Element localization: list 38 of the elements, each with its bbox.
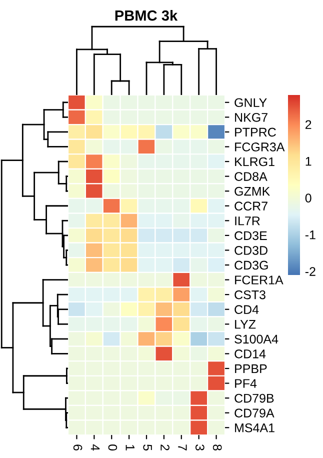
chart-title: PBMC 3k: [115, 10, 178, 21]
x-tick-label: 6: [73, 444, 82, 450]
color-bar-label: -2: [305, 267, 316, 276]
y-tick-label: NKG7: [235, 112, 268, 122]
y-tick-label: CD14: [234, 349, 266, 358]
x-tick-label: 2: [160, 444, 170, 450]
y-tick-label: PTPRC: [235, 128, 276, 137]
y-tick-label: PPBP: [235, 364, 267, 374]
x-tick-label: 4: [90, 444, 100, 451]
y-tick-label: MS4A1: [235, 423, 274, 432]
x-tick-label: 1: [126, 444, 134, 450]
y-tick-label: KLRG1: [235, 157, 274, 166]
x-tick-label: 8: [212, 444, 222, 450]
y-tick-label: CD3E: [234, 231, 267, 240]
y-tick-label: LYZ: [235, 320, 256, 329]
y-tick-label: FCER1A: [235, 276, 284, 284]
x-tick-label: 7: [178, 444, 187, 450]
y-tick-label: GZMK: [234, 186, 270, 196]
color-bar-label: 0: [305, 194, 312, 203]
y-tick-label: CCR7: [234, 202, 268, 211]
y-tick-label: IL7R: [235, 216, 260, 226]
x-tick-label: 3: [195, 444, 204, 450]
color-bar-label: 1: [306, 157, 312, 166]
y-tick-label: CD3G: [234, 260, 268, 270]
y-tick-label: CD8A: [234, 172, 268, 181]
y-tick-label: CD79A: [234, 408, 274, 418]
y-tick-label: CST3: [234, 290, 266, 300]
x-tick-label: 5: [143, 444, 152, 450]
y-tick-label: CD79B: [234, 394, 274, 403]
y-tick-label: CD4: [234, 305, 259, 314]
y-tick-label: GNLY: [234, 98, 267, 108]
color-bar-label: -1: [305, 230, 316, 240]
color-bar-label: 2: [305, 120, 312, 129]
y-tick-label: S100A4: [234, 334, 278, 344]
y-tick-label: CD3D: [234, 246, 268, 255]
y-tick-label: PF4: [235, 379, 257, 388]
x-tick-label: 0: [108, 444, 118, 450]
y-tick-label: FCGR3A: [235, 142, 285, 152]
